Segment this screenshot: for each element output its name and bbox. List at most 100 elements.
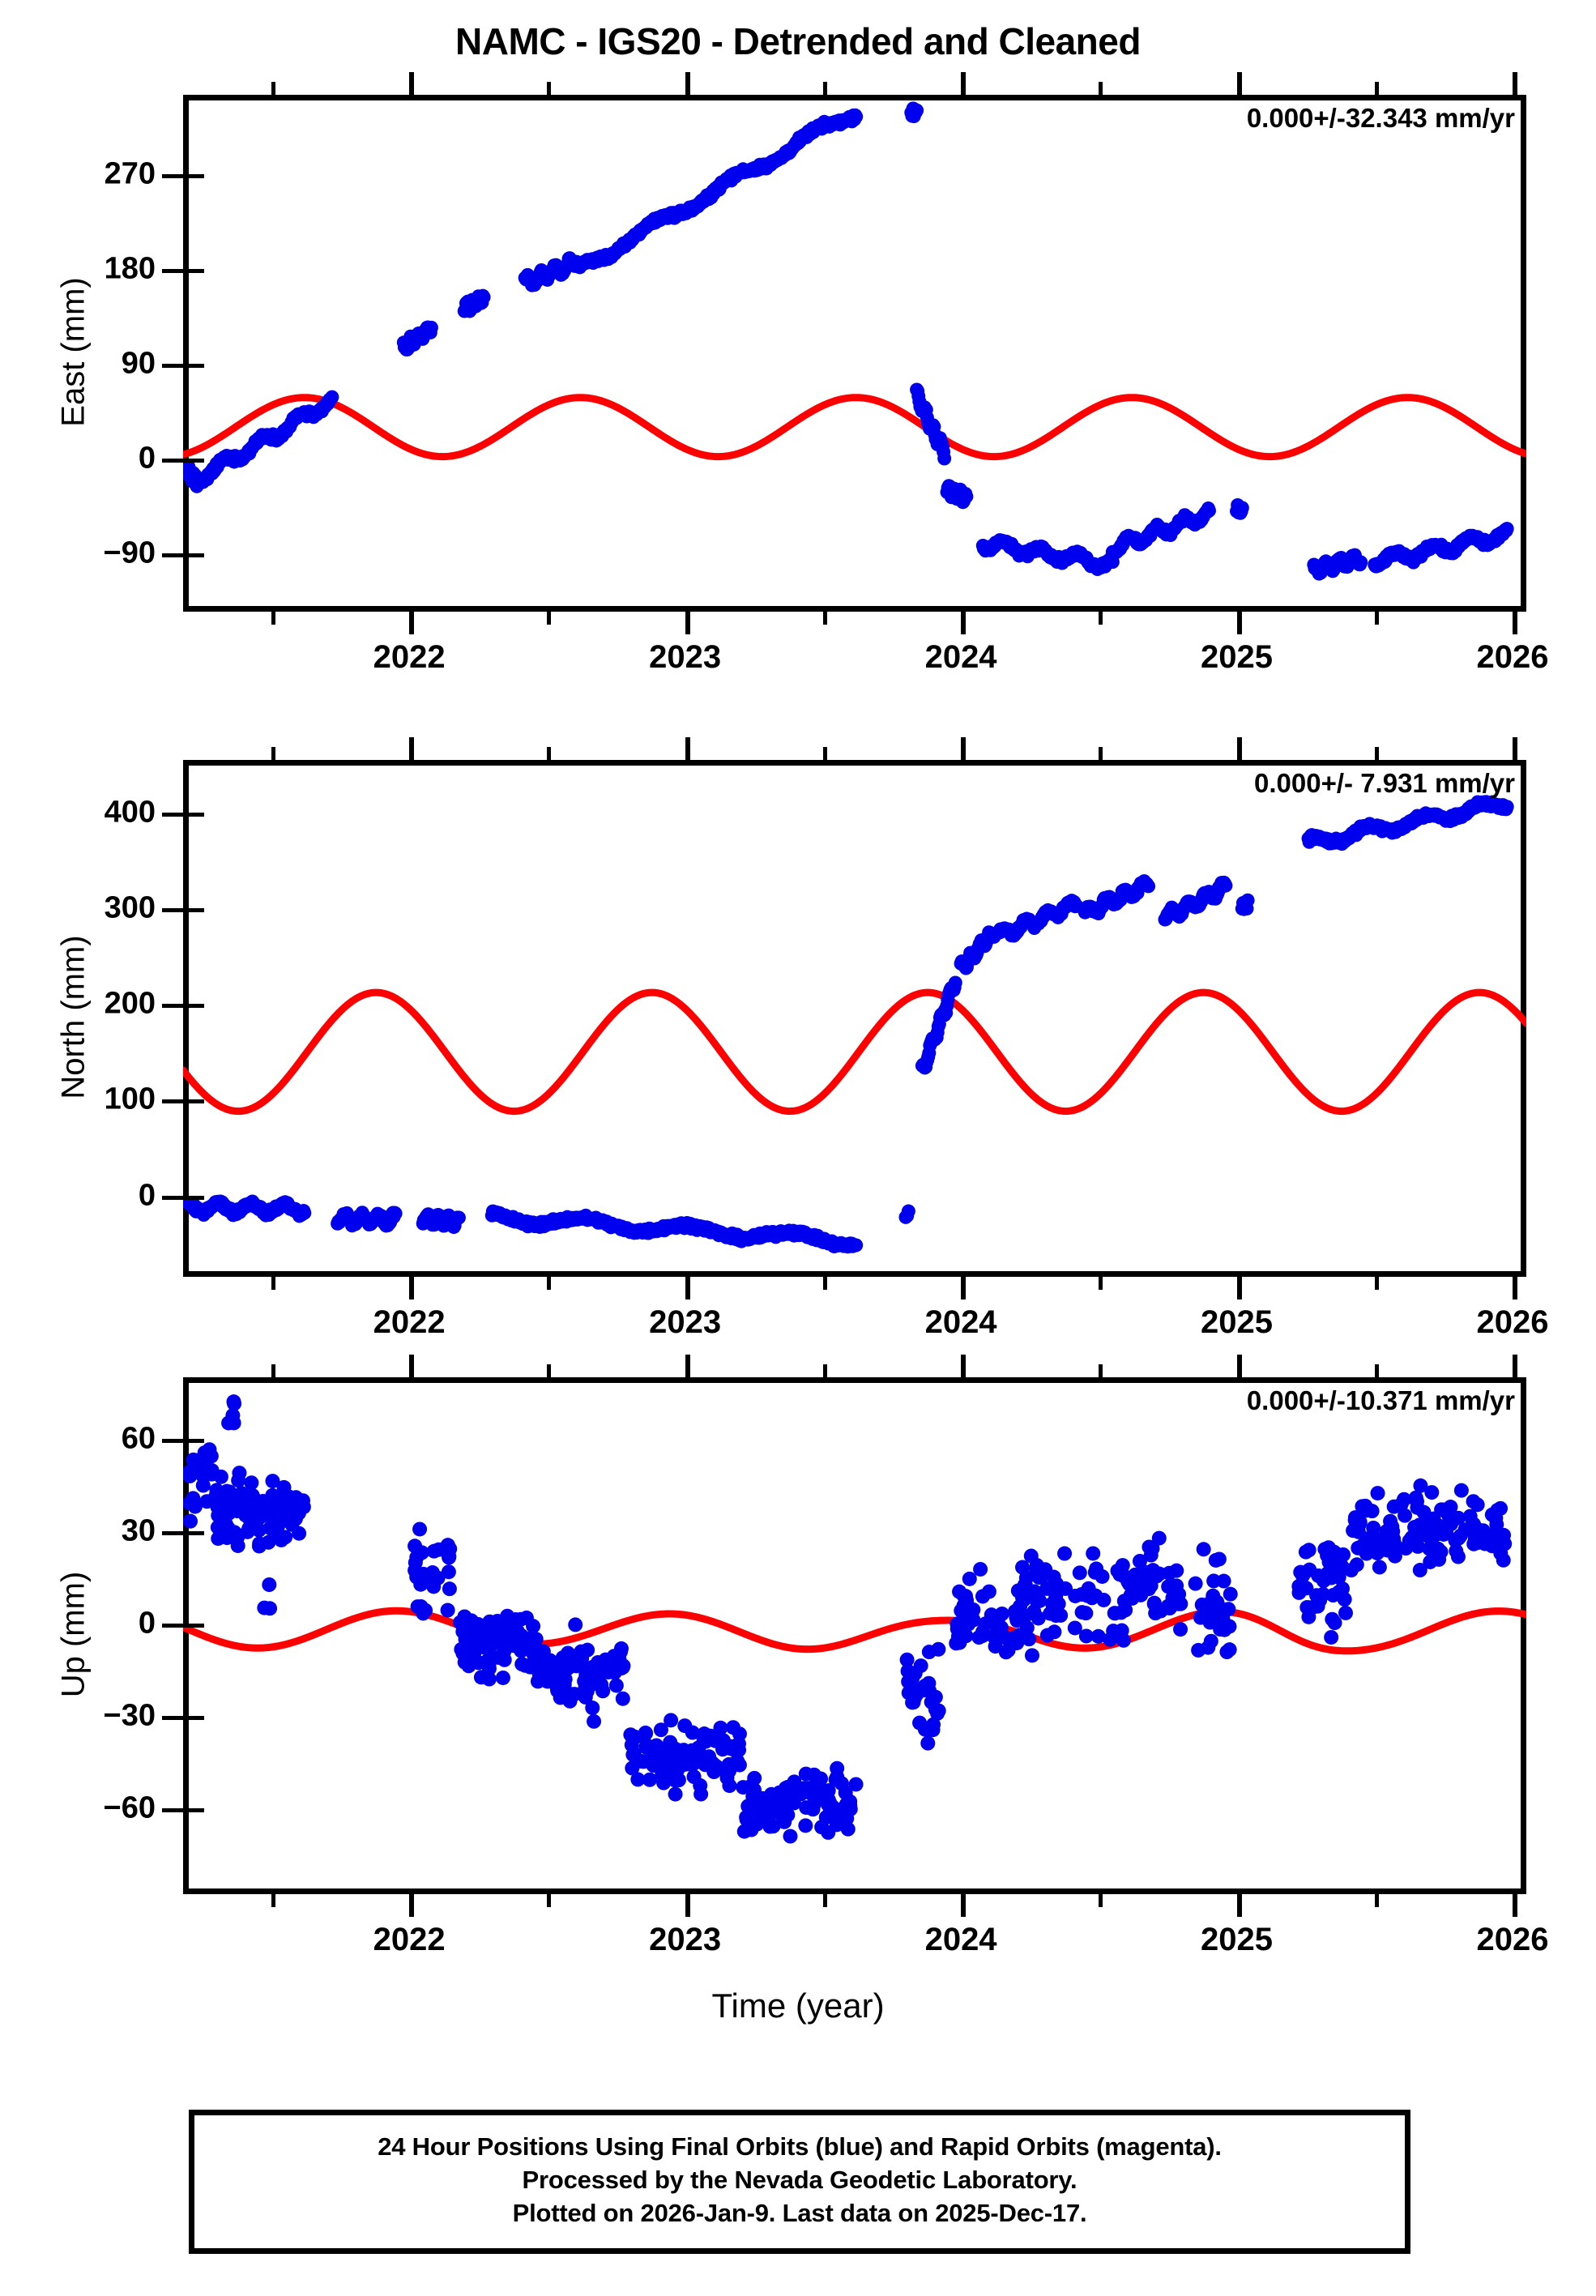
xtick-minor-top-north	[547, 747, 552, 760]
xtick-up-2025	[1236, 1894, 1242, 1917]
xtick-north-2025	[1236, 1277, 1242, 1300]
xtick-up-2022	[409, 1894, 415, 1917]
xtick-label-east-2024: 2024	[924, 639, 997, 675]
xtick-up-2023	[685, 1894, 690, 1917]
page-title: NAMC - IGS20 - Detrended and Cleaned	[455, 20, 1141, 62]
ytick-inner-east-2	[183, 364, 204, 369]
ytick-up-2	[162, 1623, 183, 1628]
ytick-label-east-4: −90	[103, 536, 156, 570]
plot-canvas-north	[183, 760, 1526, 1277]
xtick-minor-top-up	[271, 1364, 275, 1377]
xtick-minor-east	[547, 612, 552, 625]
ytick-inner-north-1	[183, 908, 204, 913]
xtick-label-north-2022: 2022	[373, 1304, 446, 1340]
ytick-north-4	[162, 1195, 183, 1200]
ytick-inner-up-2	[183, 1623, 204, 1628]
data-points	[183, 101, 1514, 581]
xtick-up-2026	[1512, 1894, 1517, 1917]
ytick-label-up-2: 0	[138, 1606, 156, 1641]
xtick-minor-top-east	[822, 82, 827, 95]
xtick-label-north-2025: 2025	[1201, 1304, 1274, 1340]
xtick-top-east-2026	[1512, 72, 1517, 95]
ytick-inner-north-0	[183, 812, 204, 817]
ytick-up-4	[162, 1807, 183, 1812]
xtick-minor-east	[271, 612, 275, 625]
xtick-minor-up	[1099, 1894, 1103, 1907]
ytick-inner-east-1	[183, 268, 204, 273]
xtick-top-up-2026	[1512, 1355, 1517, 1377]
xtick-top-east-2025	[1236, 72, 1242, 95]
xaxis-title: Time (year)	[711, 1987, 885, 2025]
plot-canvas-up	[183, 1377, 1526, 1894]
xtick-top-up-2022	[409, 1355, 415, 1377]
xtick-minor-top-north	[1099, 747, 1103, 760]
xtick-top-up-2024	[961, 1355, 967, 1377]
xtick-minor-north	[547, 1277, 552, 1290]
ytick-east-1	[162, 268, 183, 273]
xtick-east-2022	[409, 612, 415, 634]
xtick-north-2022	[409, 1277, 415, 1300]
rate-annotation-up: 0.000+/-10.371 mm/yr	[1246, 1385, 1515, 1415]
yaxis-title-up: Up (mm)	[55, 1571, 92, 1698]
xtick-top-north-2023	[685, 737, 690, 760]
panel-east: 0.000+/-32.343 mm/yr East (mm) 270 180 90 0…	[56, 72, 1548, 675]
xtick-label-up-2026: 2026	[1476, 1922, 1549, 1957]
xtick-east-2026	[1512, 612, 1517, 634]
xtick-east-2023	[685, 612, 690, 634]
ytick-inner-up-4	[183, 1807, 204, 1812]
ytick-label-east-3: 0	[138, 441, 156, 476]
ytick-east-0	[162, 173, 183, 178]
panel-up: 0.000+/-10.371 mm/yr Up (mm) 60 30 0 −30 −60…	[56, 1355, 1548, 1957]
xtick-north-2024	[961, 1277, 967, 1300]
ytick-label-east-0: 270	[104, 156, 156, 191]
xtick-top-east-2024	[961, 72, 967, 95]
yaxis-title-north: North (mm)	[55, 935, 92, 1099]
xtick-top-north-2026	[1512, 737, 1517, 760]
ytick-label-north-4: 0	[138, 1178, 156, 1213]
footer-caption-box: 24 Hour Positions Using Final Orbits (bl…	[189, 2110, 1410, 2254]
data-points	[183, 795, 1514, 1254]
ytick-north-1	[162, 908, 183, 913]
xtick-minor-top-east	[271, 82, 275, 95]
xtick-top-up-2025	[1236, 1355, 1242, 1377]
xtick-minor-top-up	[1374, 1364, 1379, 1377]
xtick-top-north-2025	[1236, 737, 1242, 760]
yaxis-title-east: East (mm)	[55, 277, 92, 427]
ytick-inner-north-4	[183, 1195, 204, 1200]
xtick-label-up-2022: 2022	[373, 1922, 446, 1957]
xtick-minor-up	[1374, 1894, 1379, 1907]
ytick-up-1	[162, 1530, 183, 1535]
ytick-east-2	[162, 364, 183, 369]
model-curve	[183, 394, 1526, 461]
xtick-minor-top-north	[1374, 747, 1379, 760]
xtick-top-north-2022	[409, 737, 415, 760]
xtick-minor-top-up	[547, 1364, 552, 1377]
model-curve	[183, 988, 1526, 1116]
xtick-minor-up	[547, 1894, 552, 1907]
ytick-inner-up-3	[183, 1715, 204, 1720]
xtick-minor-up	[822, 1894, 827, 1907]
xtick-north-2023	[685, 1277, 690, 1300]
xtick-minor-top-east	[1099, 82, 1103, 95]
ytick-inner-north-2	[183, 1004, 204, 1009]
xtick-minor-top-up	[1099, 1364, 1103, 1377]
ytick-inner-east-0	[183, 173, 204, 178]
xtick-minor-up	[271, 1894, 275, 1907]
xtick-label-up-2024: 2024	[924, 1922, 997, 1957]
xtick-minor-north	[1374, 1277, 1379, 1290]
plot-frame-north	[183, 760, 1526, 1277]
ytick-label-up-3: −30	[103, 1698, 156, 1733]
ytick-label-north-1: 300	[104, 890, 156, 925]
ytick-inner-east-4	[183, 553, 204, 558]
xtick-label-north-2024: 2024	[924, 1304, 997, 1340]
xtick-minor-top-north	[271, 747, 275, 760]
xtick-minor-east	[822, 612, 827, 625]
xtick-label-north-2026: 2026	[1476, 1304, 1549, 1340]
ytick-label-up-0: 60	[121, 1421, 156, 1456]
footer-line-2: Processed by the Nevada Geodetic Laborat…	[522, 2166, 1078, 2195]
xtick-minor-north	[271, 1277, 275, 1290]
xtick-label-east-2022: 2022	[373, 639, 446, 675]
xtick-minor-top-north	[822, 747, 827, 760]
xtick-minor-east	[1374, 612, 1379, 625]
